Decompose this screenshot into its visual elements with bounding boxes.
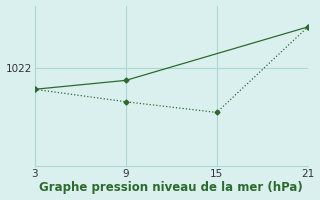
- X-axis label: Graphe pression niveau de la mer (hPa): Graphe pression niveau de la mer (hPa): [39, 181, 303, 194]
